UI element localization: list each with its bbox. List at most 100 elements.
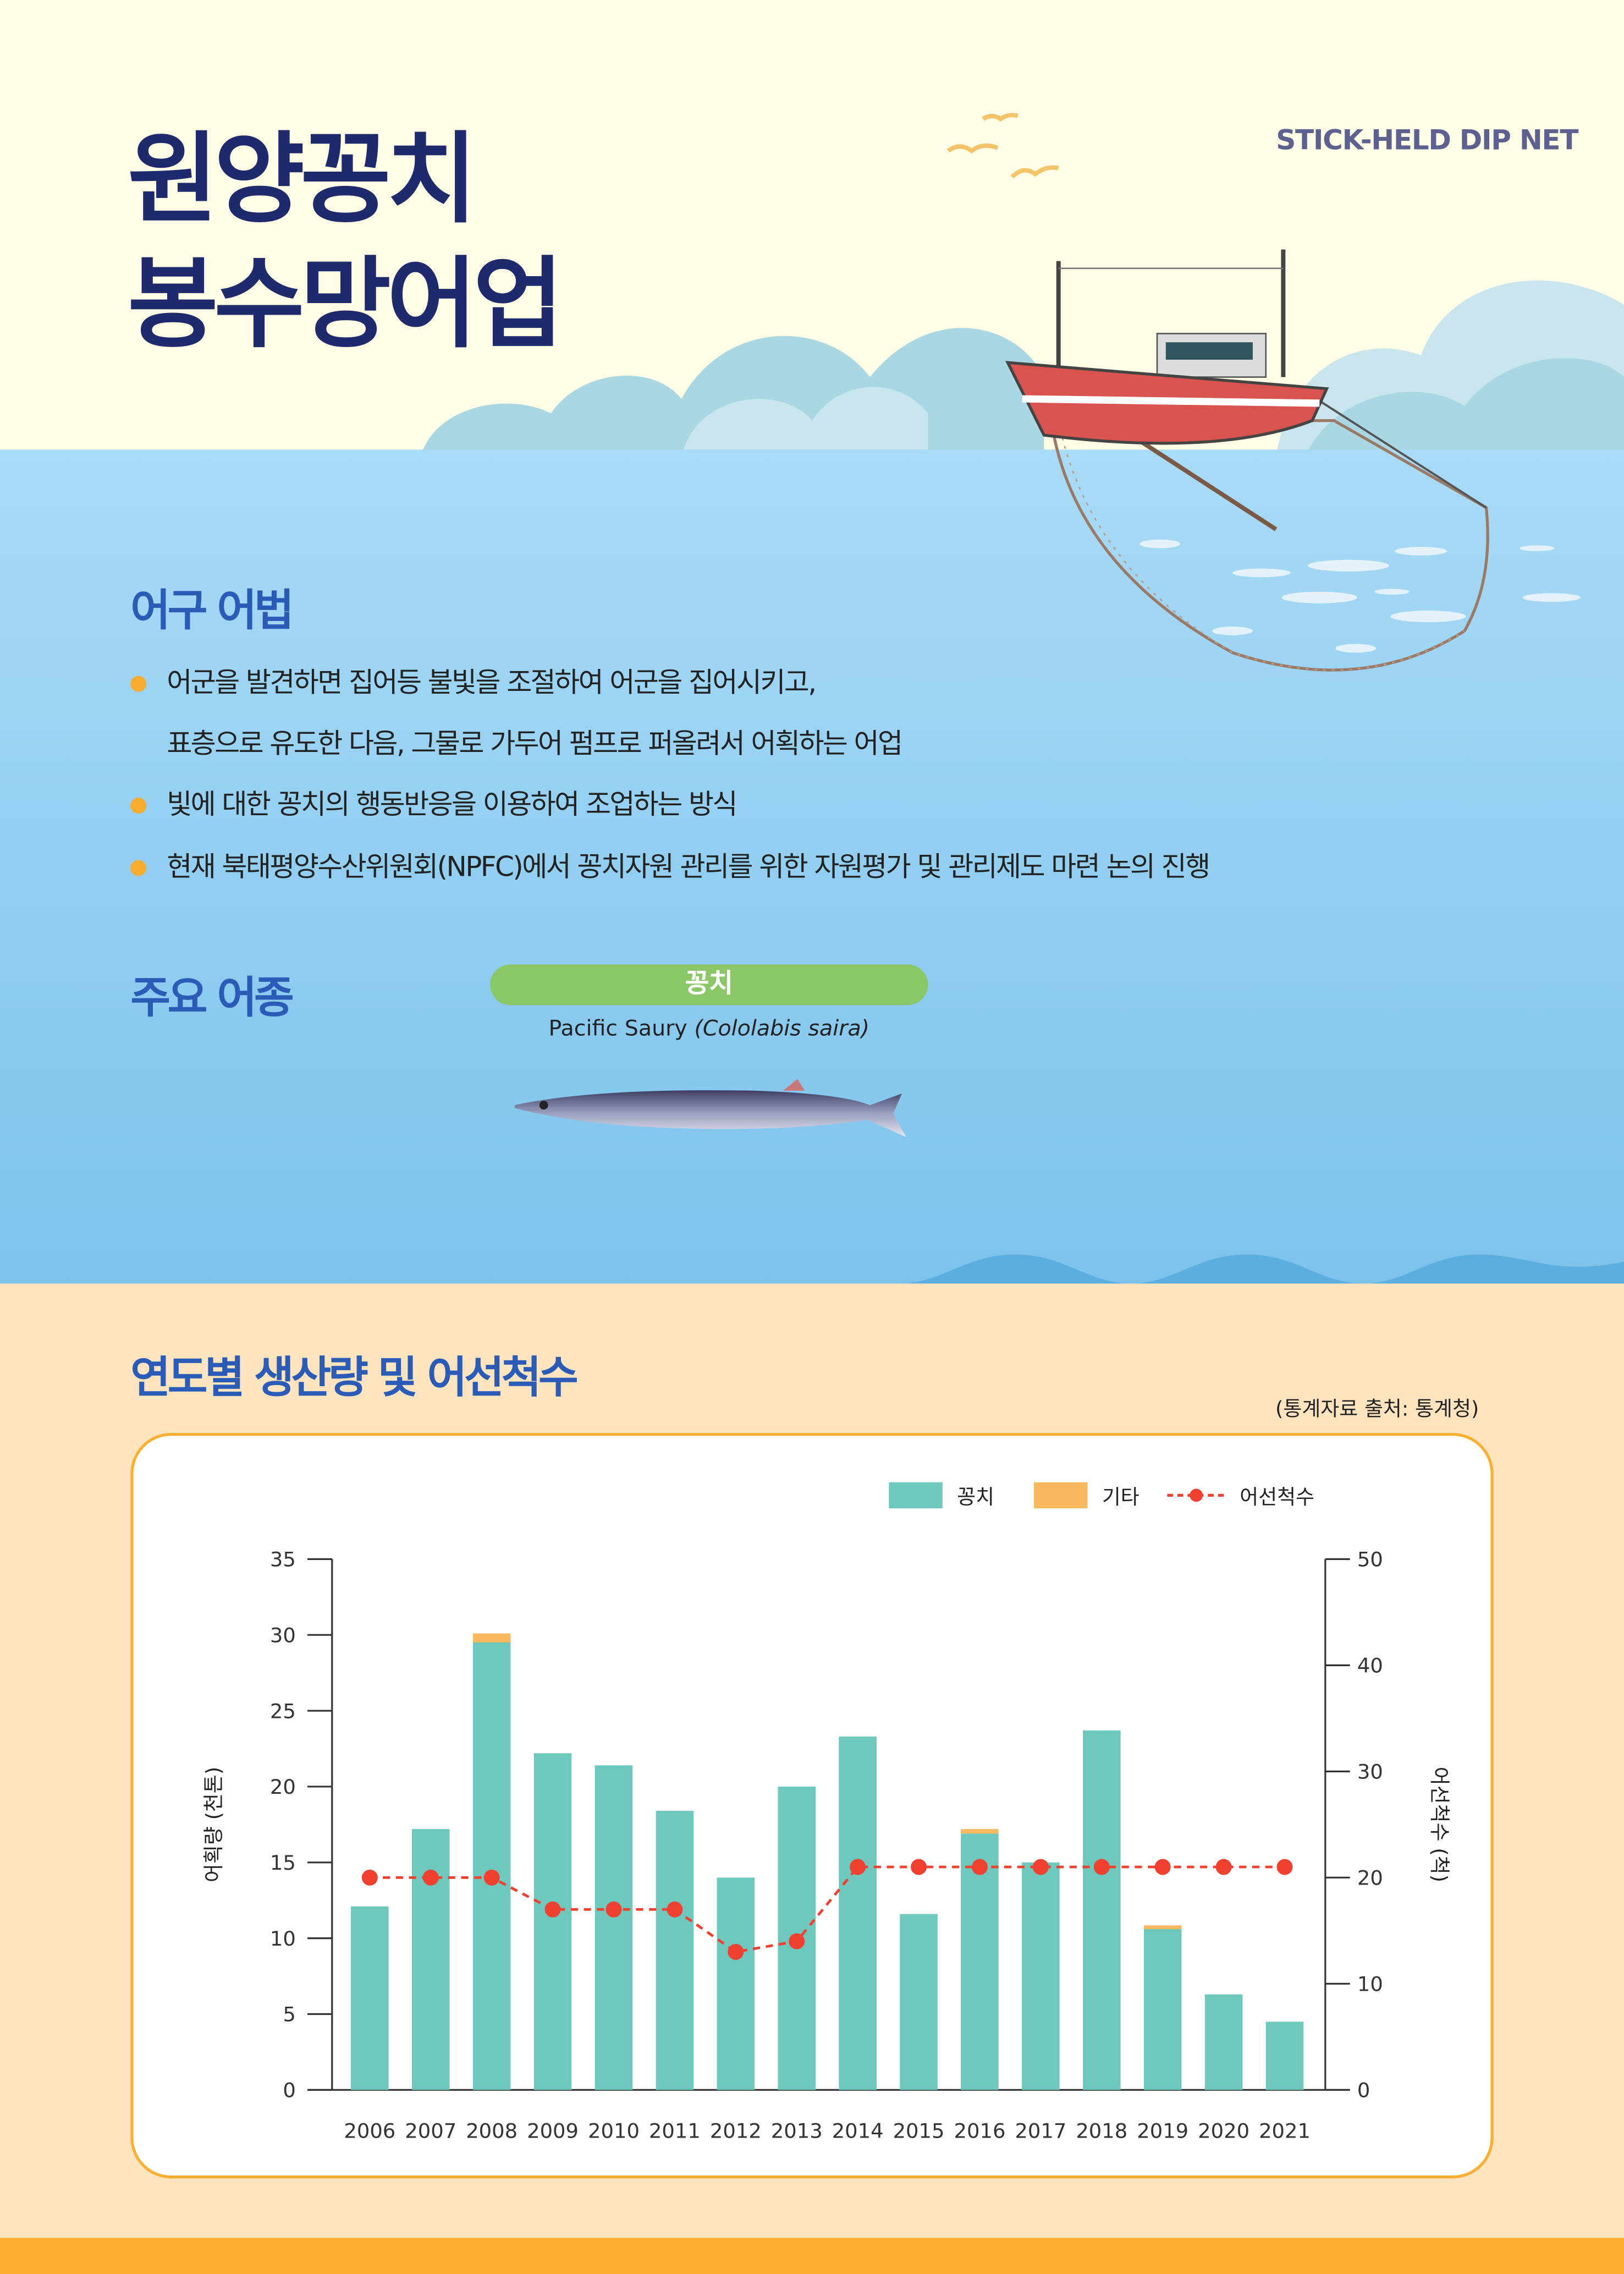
bar-saury-2021 [1265, 2022, 1304, 2090]
bar-saury-2019 [1143, 1929, 1182, 2090]
y2-tick-label: 10 [1357, 1973, 1383, 1996]
vessels-point-2020 [1215, 1859, 1232, 1875]
vessels-point-2011 [667, 1901, 683, 1918]
y-tick-label: 20 [270, 1775, 296, 1799]
page-title: 원양꽁치 봉수망어업 [128, 119, 564, 368]
chart-heading: 연도별 생산량 및 어선척수 [130, 1353, 579, 1404]
saury-fish-illustration [514, 1079, 906, 1138]
y2-tick-label: 50 [1357, 1548, 1383, 1572]
sea-background [0, 449, 1624, 1298]
y-axis-label: 어획량 (천톤) [202, 1767, 225, 1882]
bar-saury-2015 [900, 1914, 938, 2090]
title-line-1: 원양꽁치 [128, 123, 477, 238]
method-heading: 어구 어법 [130, 586, 294, 637]
bar-saury-2018 [1083, 1730, 1121, 2090]
vessels-point-2010 [605, 1901, 622, 1918]
bullet-dot-icon [130, 860, 147, 876]
legend-label-saury: 꽁치 [957, 1485, 994, 1509]
bullet-item: 빛에 대한 꽁치의 행동반응을 이용하여 조업하는 방식 [130, 783, 738, 822]
bullet-item-continued: 표층으로 유도한 다음, 그물로 가두어 펌프로 퍼올려서 어획하는 어업 [167, 722, 903, 761]
x-tick-label: 2017 [1015, 2119, 1066, 2143]
bullet-text: 현재 북태평양수산위원회(NPFC)에서 꽁치자원 관리를 위한 자원평가 및 … [167, 851, 1210, 883]
x-tick-label: 2018 [1076, 2119, 1127, 2143]
legend-marker-vessels [1190, 1488, 1203, 1502]
y2-tick-label: 0 [1357, 2079, 1370, 2102]
vessels-point-2021 [1276, 1859, 1293, 1875]
x-tick-label: 2013 [771, 2119, 823, 2143]
vessels-point-2015 [911, 1859, 927, 1875]
vessels-point-2013 [789, 1933, 805, 1949]
x-tick-label: 2016 [954, 2119, 1006, 2143]
y-tick-label: 30 [270, 1623, 296, 1647]
fishing-boat-illustration [1005, 249, 1581, 672]
legend-swatch-other [1033, 1482, 1088, 1509]
english-title: STICK-HELD DIP NET [1276, 124, 1578, 157]
y-tick-label: 35 [270, 1548, 296, 1572]
legend-swatch-saury [889, 1482, 943, 1509]
x-tick-label: 2008 [466, 2119, 518, 2143]
y2-tick-label: 20 [1357, 1866, 1383, 1890]
y-tick-label: 15 [270, 1851, 296, 1875]
vessels-point-2006 [361, 1869, 378, 1886]
y-tick-label: 5 [283, 2003, 295, 2026]
x-tick-label: 2012 [710, 2119, 762, 2143]
scientific-name: (Cololabis saira) [694, 1015, 870, 1042]
bar-other-2008 [472, 1633, 511, 1643]
chart-legend: 꽁치 기타 어선척수 [889, 1482, 1314, 1509]
bar-saury-2017 [1022, 1862, 1060, 2090]
y2-axis-label: 어선척수 (척) [1428, 1767, 1451, 1882]
y-tick-label: 0 [283, 2079, 295, 2102]
vessels-point-2019 [1154, 1859, 1171, 1875]
title-line-2: 봉수망어업 [128, 248, 564, 363]
legend-label-other: 기타 [1102, 1485, 1139, 1509]
species-name-pill: 꽁치 [490, 964, 928, 1006]
bullet-text: 어군을 발견하면 집어등 불빛을 조절하여 어군을 집어시키고, [167, 667, 817, 699]
data-source: (통계자료 출처: 통계청) [1275, 1398, 1479, 1421]
vessels-point-2012 [728, 1943, 744, 1960]
species-heading: 주요 어종 [130, 973, 294, 1024]
bar-saury-2008 [472, 1642, 511, 2090]
y-tick-label: 10 [270, 1927, 296, 1951]
bar-other-2016 [961, 1829, 999, 1834]
bar-saury-2012 [717, 1877, 755, 2090]
vessels-point-2016 [971, 1859, 988, 1875]
vessels-point-2018 [1093, 1859, 1110, 1875]
bar-saury-2010 [594, 1765, 633, 2090]
vessels-point-2009 [544, 1901, 561, 1918]
vessels-line [370, 1865, 1285, 1953]
legend-label-vessels: 어선척수 [1240, 1485, 1314, 1509]
x-tick-label: 2007 [405, 2119, 456, 2143]
y2-tick-label: 30 [1357, 1760, 1383, 1784]
bullet-dot-icon [130, 675, 147, 692]
clouds-illustration [420, 280, 1624, 457]
y2-tick-label: 40 [1357, 1654, 1383, 1678]
vessels-point-2014 [850, 1859, 866, 1875]
bar-saury-2009 [533, 1753, 572, 2090]
x-tick-label: 2014 [832, 2119, 884, 2143]
bar-saury-2016 [961, 1833, 999, 2090]
bar-saury-2006 [351, 1906, 389, 2090]
x-tick-label: 2021 [1259, 2119, 1311, 2143]
bullet-item: 현재 북태평양수산위원회(NPFC)에서 꽁치자원 관리를 위한 자원평가 및 … [130, 845, 1210, 885]
bar-saury-2014 [839, 1736, 877, 2090]
bullet-text: 표층으로 유도한 다음, 그물로 가두어 펌프로 퍼올려서 어획하는 어업 [167, 728, 903, 760]
bar-saury-2007 [411, 1829, 450, 2090]
x-tick-label: 2011 [649, 2119, 701, 2143]
x-tick-label: 2006 [344, 2119, 395, 2143]
x-tick-label: 2020 [1198, 2119, 1249, 2143]
bottom-accent-bar [0, 2238, 1624, 2274]
bar-saury-2020 [1204, 1994, 1243, 2090]
vessels-point-2008 [483, 1869, 500, 1886]
y-tick-label: 25 [270, 1699, 296, 1723]
x-tick-label: 2009 [527, 2119, 579, 2143]
bar-other-2019 [1143, 1925, 1182, 1930]
bullet-item: 어군을 발견하면 집어등 불빛을 조절하여 어군을 집어시키고, [130, 661, 817, 700]
vessels-point-2007 [422, 1869, 439, 1886]
bullet-text: 빛에 대한 꽁치의 행동반응을 이용하여 조업하는 방식 [167, 789, 737, 821]
x-tick-label: 2015 [893, 2119, 945, 2143]
seagulls-icon [946, 113, 1059, 179]
bar-saury-2011 [656, 1811, 694, 2090]
bullet-dot-icon [130, 798, 147, 814]
x-tick-label: 2019 [1137, 2119, 1188, 2143]
